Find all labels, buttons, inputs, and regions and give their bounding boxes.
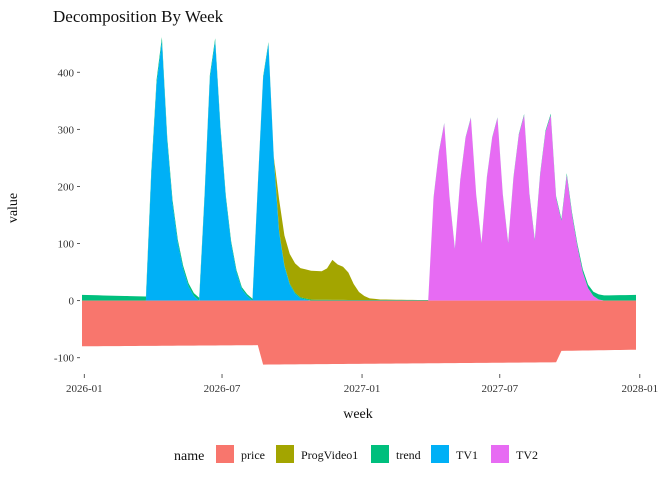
legend-label-tv2: TV2 (516, 448, 538, 462)
y-tick-label: 100 (58, 239, 75, 251)
x-tick-label: 2026-07 (204, 383, 241, 395)
x-axis: 2026-01 2026-07 2027-01 2027-07 2028-01 (66, 374, 658, 395)
y-tick-label: 0 (69, 296, 75, 308)
legend-label-tv1: TV1 (456, 448, 478, 462)
chart-title: Decomposition By Week (53, 7, 224, 26)
area-tv1 (82, 40, 636, 301)
y-tick-label: -100 (54, 353, 75, 365)
y-axis: -100 0 100 200 300 400 (54, 67, 80, 365)
y-axis-label: value (6, 193, 21, 223)
y-tick-label: 300 (58, 124, 75, 136)
y-tick-label: 200 (58, 181, 75, 193)
x-tick-label: 2028-01 (621, 383, 658, 395)
legend-key-price (216, 445, 234, 463)
x-tick-label: 2027-07 (481, 383, 518, 395)
legend-label-price: price (241, 448, 265, 462)
x-tick-label: 2027-01 (344, 383, 381, 395)
area-price (82, 300, 636, 365)
legend-key-trend (371, 445, 389, 463)
legend-key-progvideo1 (276, 445, 294, 463)
legend: name price ProgVideo1 trend TV1 TV2 (174, 445, 538, 464)
x-axis-label: week (343, 407, 373, 422)
legend-title: name (174, 449, 204, 464)
x-tick-label: 2026-01 (66, 383, 103, 395)
plot-area (82, 37, 636, 365)
legend-key-tv1 (431, 445, 449, 463)
legend-label-trend: trend (396, 448, 421, 462)
legend-label-progvideo1: ProgVideo1 (301, 448, 358, 462)
legend-key-tv2 (491, 445, 509, 463)
area-tv2 (82, 115, 636, 301)
y-tick-label: 400 (58, 67, 75, 79)
